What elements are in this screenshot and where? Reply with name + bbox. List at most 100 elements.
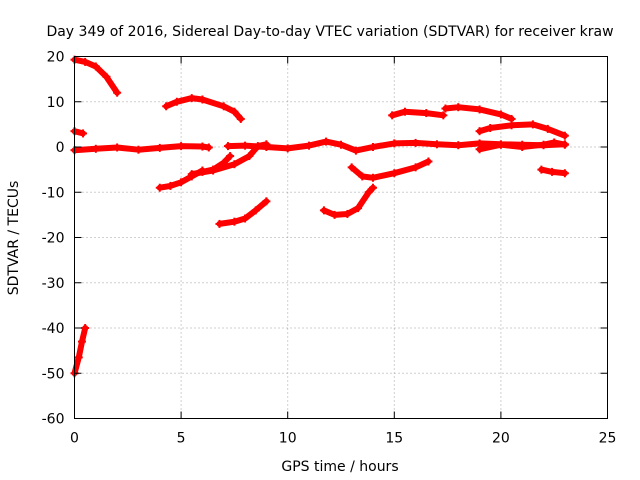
- axis-ticks: 0 5 10 15 20 25 -60 -50 -40 -30 -20 -10 0 10 20: [42, 50, 617, 447]
- data-point: [262, 143, 271, 151]
- data-point: [507, 121, 516, 130]
- data-point: [475, 105, 484, 114]
- data-point: [224, 142, 233, 151]
- data-point: [454, 141, 463, 150]
- data-point: [439, 111, 448, 120]
- data-point: [390, 169, 399, 178]
- data-point: [354, 204, 363, 213]
- data-point: [528, 120, 537, 129]
- data-point: [441, 104, 450, 113]
- data-point: [486, 123, 495, 132]
- data-point: [172, 97, 181, 106]
- data-point: [219, 102, 228, 111]
- data-point: [422, 109, 431, 118]
- data-point: [368, 173, 377, 182]
- x-tick-label: 0: [70, 431, 79, 447]
- data-point: [475, 127, 484, 136]
- chart-title: Day 349 of 2016, Sidereal Day-to-day VTE…: [46, 24, 613, 40]
- data-track-15: [476, 121, 568, 139]
- y-tick-label: -40: [42, 321, 65, 337]
- x-tick-label: 25: [599, 431, 617, 447]
- data-point: [411, 138, 420, 147]
- data-point: [166, 181, 175, 190]
- data-point: [283, 144, 292, 153]
- data-point: [411, 163, 420, 172]
- data-point: [454, 103, 463, 112]
- data-point: [74, 353, 83, 362]
- x-tick-label: 15: [385, 431, 403, 447]
- x-axis-label: GPS time / hours: [281, 459, 398, 475]
- data-point: [424, 157, 433, 166]
- data-point: [177, 142, 186, 151]
- data-point: [79, 129, 88, 138]
- y-tick-label: -20: [42, 231, 65, 247]
- data-point: [368, 183, 377, 192]
- data-point: [230, 160, 239, 169]
- data-point: [230, 217, 239, 226]
- data-point: [226, 152, 235, 161]
- data-point: [187, 94, 196, 103]
- data-point: [155, 183, 164, 192]
- data-point: [432, 140, 441, 149]
- data-point: [368, 143, 377, 151]
- data-point: [162, 102, 171, 111]
- data-point: [337, 140, 345, 149]
- data-point: [262, 197, 271, 206]
- data-point: [347, 163, 356, 172]
- data-point: [388, 111, 397, 120]
- plot-frame: [74, 56, 608, 419]
- data-point: [390, 139, 399, 148]
- data-point: [358, 172, 367, 181]
- x-tick-label: 10: [279, 431, 297, 447]
- data-point: [209, 165, 218, 174]
- data-point: [155, 143, 164, 152]
- data-point: [102, 72, 111, 81]
- data-point: [475, 145, 484, 154]
- data-point: [81, 324, 90, 332]
- data-point: [537, 165, 546, 174]
- data-point: [330, 210, 339, 219]
- data-point: [496, 110, 505, 119]
- data-point: [198, 167, 207, 176]
- data-point: [322, 137, 331, 146]
- data-point: [560, 169, 569, 178]
- data-point: [81, 57, 90, 66]
- data-point: [219, 158, 228, 167]
- data-point: [230, 107, 239, 116]
- data-point: [113, 143, 122, 152]
- data-point: [543, 124, 552, 133]
- data-track-4: [71, 325, 89, 377]
- data-point: [91, 62, 100, 71]
- y-tick-label: 20: [47, 50, 65, 66]
- data-point: [204, 143, 213, 152]
- data-point: [400, 107, 409, 116]
- data-point: [113, 88, 122, 97]
- data-track-10: [216, 198, 270, 227]
- data-point: [518, 143, 527, 151]
- y-axis-label: SDTVAR / TECUs: [6, 181, 22, 296]
- y-tick-label: -60: [42, 412, 65, 428]
- series-layer: [70, 55, 569, 378]
- data-point: [241, 214, 250, 223]
- data-point: [241, 141, 250, 150]
- data-point: [550, 138, 559, 147]
- data-point: [560, 140, 569, 149]
- data-point: [91, 144, 100, 153]
- x-tick-label: 20: [492, 431, 510, 447]
- data-point: [343, 209, 352, 218]
- data-point: [319, 206, 328, 215]
- data-track-8: [199, 153, 234, 175]
- data-track-13: [389, 108, 447, 119]
- data-point: [539, 140, 548, 149]
- data-point: [364, 188, 373, 197]
- data-point: [134, 145, 143, 154]
- data-point: [236, 114, 245, 123]
- y-tick-label: -30: [42, 276, 65, 292]
- data-point: [548, 167, 557, 176]
- data-point: [187, 170, 196, 179]
- x-tick-label: 5: [177, 431, 186, 447]
- grid: [74, 56, 608, 419]
- data-point: [215, 219, 224, 228]
- data-point: [251, 206, 260, 215]
